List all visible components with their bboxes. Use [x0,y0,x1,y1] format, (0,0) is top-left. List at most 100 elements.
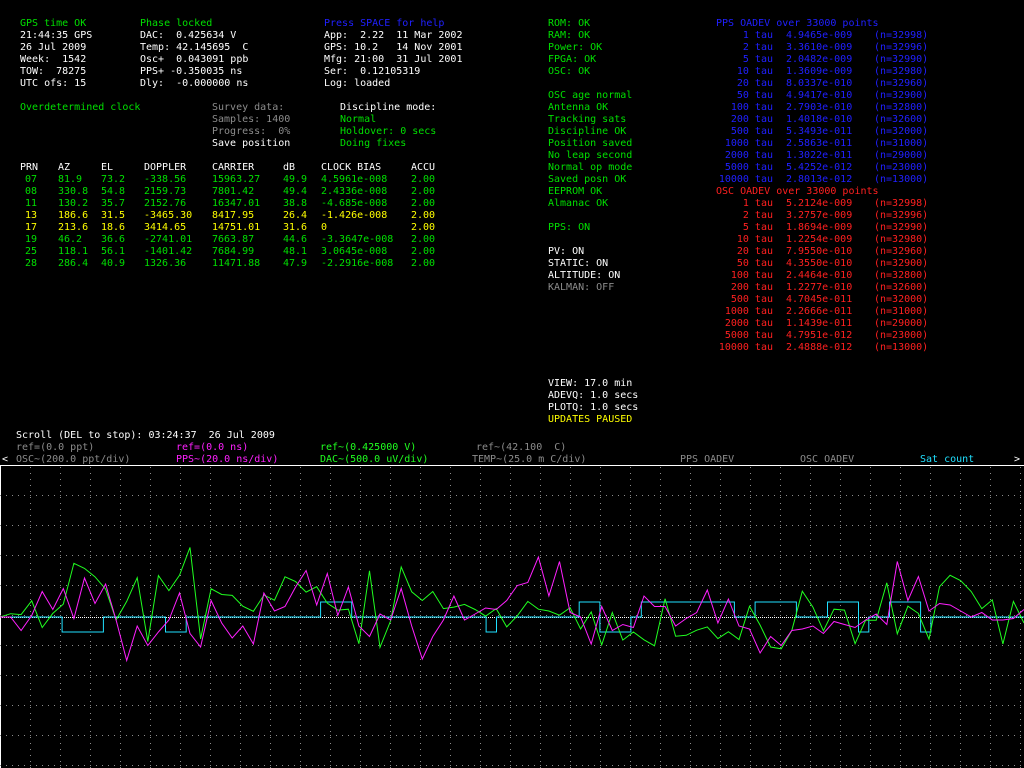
col-prn: PRN [20,162,39,173]
sat-prn-cell: 13 [25,210,38,221]
sat-doppler-cell: -338.56 [144,174,187,185]
sat-doppler-cell: -1401.42 [144,246,193,257]
adev-count: (n=32800) [874,270,929,281]
adev-tau: 100 tau [730,102,773,113]
serial-number: Ser: 0.12105319 [324,66,421,77]
pps-scale-label: PPS~(20.0 ns/div) [176,454,279,465]
temp-scale-label: TEMP~(25.0 m C/div) [472,454,587,465]
pps-oadev-legend: PPS OADEV [680,454,735,465]
sat-doppler-cell: -3465.30 [144,210,193,221]
adev-value: 3.2757e-009 [786,210,853,221]
kalman-status: KALMAN: OFF [548,282,615,293]
adev-value: 8.0337e-010 [786,78,853,89]
sat-db-cell: 48.1 [283,246,308,257]
adev-count: (n=32600) [874,282,929,293]
sat-doppler-cell: 3414.65 [144,222,187,233]
scroll-right-arrow[interactable]: > [1014,454,1021,465]
col-carrier: CARRIER [212,162,255,173]
pps-adev-title: PPS OADEV over 33000 points [716,18,879,29]
sat-doppler-cell: 1326.36 [144,258,187,269]
dac-trace [0,547,1024,650]
utc-offset: UTC ofs: 15 [20,78,87,89]
sat-el-cell: 31.5 [101,210,126,221]
temp-ref-label: ref~(42.100 C) [476,442,567,453]
osc-status: OSC: OK [548,66,591,77]
col-doppler: DOPPLER [144,162,187,173]
sat-el-cell: 54.8 [101,186,126,197]
adev-tau: 1 tau [742,198,773,209]
discipline-status: Discipline OK [548,126,627,137]
sat-accu-cell: 2.00 [411,246,436,257]
adev-count: (n=32990) [874,54,929,65]
osc-scale-label: OSC~(200.0 ppt/div) [16,454,131,465]
adev-value: 5.3493e-011 [786,126,853,137]
pps-trace [0,555,1024,663]
sat-bias-cell: -3.3647e-008 [321,234,394,245]
sat-az-cell: 286.4 [58,258,89,269]
strip-chart [0,465,1024,768]
col-accu: ACCU [411,162,436,173]
sat-doppler-cell: 2159.73 [144,186,187,197]
adev-count: (n=32900) [874,258,929,269]
sat-carrier-cell: 15963.27 [212,174,261,185]
adev-count: (n=32996) [874,210,929,221]
adev-count: (n=29000) [874,318,929,329]
sat-carrier-cell: 14751.01 [212,222,261,233]
sat-el-cell: 40.9 [101,258,126,269]
adev-tau: 10 tau [736,234,773,245]
sat-prn-cell: 08 [25,186,38,197]
gps-tow: TOW: 78275 [20,66,87,77]
holdover: Holdover: 0 secs [340,126,437,137]
adev-count: (n=32990) [874,222,929,233]
save-position: Save position [212,138,291,149]
scroll-left-arrow[interactable]: < [2,454,9,465]
fpga-status: FPGA: OK [548,54,597,65]
adev-value: 5.4252e-012 [786,162,853,173]
survey-progress: Progress: 0% [212,126,291,137]
adev-count: (n=32998) [874,198,929,209]
sat-accu-cell: 2.00 [411,258,436,269]
pps-on: PPS: ON [548,222,591,233]
sat-prn-cell: 19 [25,234,38,245]
osc-value: Osc+ 0.043091 ppb [140,54,249,65]
sat-carrier-cell: 7684.99 [212,246,255,257]
sat-carrier-cell: 7663.87 [212,234,255,245]
sat-db-cell: 49.4 [283,186,308,197]
gps-version: GPS: 10.2 14 Nov 2001 [324,42,463,53]
adev-tau: 50 tau [736,90,773,101]
sat-bias-cell: -1.426e-008 [321,210,388,221]
dac-ref-label: ref~(0.425000 V) [320,442,417,453]
gps-week: Week: 1542 [20,54,87,65]
adev-count: (n=23000) [874,162,929,173]
adev-count: (n=32800) [874,102,929,113]
adev-count: (n=32000) [874,294,929,305]
updates-paused: UPDATES PAUSED [548,414,633,425]
sat-az-cell: 330.8 [58,186,89,197]
adev-value: 2.2666e-011 [786,306,853,317]
leap-status: No leap second [548,150,633,161]
adev-tau: 1000 tau [724,138,773,149]
adev-count: (n=31000) [874,306,929,317]
osc-oadev-legend: OSC OADEV [800,454,855,465]
sat-accu-cell: 2.00 [411,198,436,209]
adevq-interval: ADEVQ: 1.0 secs [548,390,639,401]
gps-time: 21:44:35 GPS [20,30,93,41]
adev-tau: 500 tau [730,294,773,305]
col-az: AZ [58,162,71,173]
osc-adev-title: OSC OADEV over 33000 points [716,186,879,197]
sat-carrier-cell: 7801.42 [212,186,255,197]
sat-prn-cell: 07 [25,174,38,185]
sat-accu-cell: 2.00 [411,186,436,197]
scroll-status: Scroll (DEL to stop): 03:24:37 26 Jul 20… [16,430,275,441]
survey-title: Survey data: [212,102,285,113]
adev-count: (n=31000) [874,138,929,149]
sat-prn-cell: 25 [25,246,38,257]
adev-value: 5.2124e-009 [786,198,853,209]
adev-value: 4.9417e-010 [786,90,853,101]
adev-value: 1.1439e-011 [786,318,853,329]
mfg-date: Mfg: 21:00 31 Jul 2001 [324,54,463,65]
adev-tau: 20 tau [736,78,773,89]
survey-samples: Samples: 1400 [212,114,291,125]
adev-value: 3.3610e-009 [786,42,853,53]
temp-value: Temp: 42.145695 C [140,42,249,53]
